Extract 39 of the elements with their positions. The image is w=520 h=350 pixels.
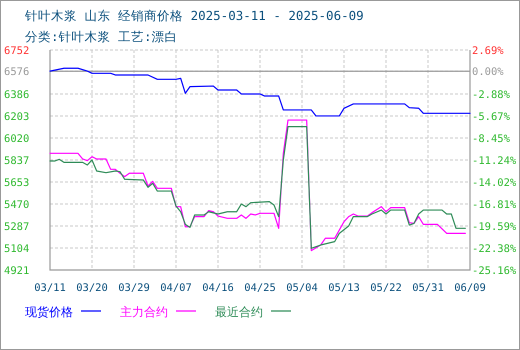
- y2-tick-label: -16.81%: [472, 199, 517, 212]
- y2-tick-label: -5.67%: [472, 111, 511, 124]
- y2-tick-label: 0.00%: [472, 66, 504, 78]
- x-tick-label: 05/13: [328, 282, 360, 294]
- y-tick-label: 5470: [4, 199, 30, 212]
- y-tick-label: 5653: [4, 177, 30, 190]
- y-tick-label: 5837: [4, 154, 30, 167]
- y-tick-label: 6752: [4, 45, 30, 57]
- x-tick-label: 04/16: [202, 282, 234, 294]
- y-tick-label: 6576: [4, 66, 30, 78]
- x-tick-label: 04/07: [160, 282, 192, 294]
- y-tick-label: 5104: [4, 243, 30, 256]
- x-tick-label: 05/31: [412, 282, 444, 294]
- legend-label: 最近合约: [215, 305, 263, 319]
- y-tick-label: 4921: [4, 265, 30, 277]
- x-tick-label: 05/04: [286, 282, 318, 294]
- y2-tick-label: -11.24%: [472, 155, 517, 168]
- line-series: [49, 68, 471, 117]
- y2-tick-label: -25.16%: [472, 265, 517, 277]
- y2-tick-label: -22.38%: [472, 243, 517, 256]
- x-tick-label: 03/29: [118, 282, 150, 294]
- y-tick-label: 6203: [4, 110, 30, 123]
- y2-tick-label: 2.69%: [472, 45, 504, 57]
- y-tick-label: 6386: [4, 88, 30, 101]
- y2-tick-label: -19.59%: [472, 221, 517, 233]
- x-tick-label: 03/20: [76, 282, 108, 294]
- y2-tick-label: -2.88%: [472, 89, 511, 101]
- x-tick-label: 03/11: [34, 282, 66, 294]
- legend-label: 主力合约: [120, 305, 168, 319]
- y2-tick-label: -14.02%: [472, 177, 517, 189]
- y2-tick-label: -8.45%: [472, 133, 511, 145]
- x-tick-label: 06/09: [454, 282, 486, 294]
- chart-subtitle: 分类:针叶木浆 工艺:漂白: [25, 29, 178, 44]
- x-tick-label: 05/22: [370, 282, 402, 294]
- x-tick-label: 04/25: [244, 282, 276, 294]
- y-tick-label: 6020: [4, 132, 30, 145]
- legend-label: 现货价格: [25, 305, 73, 319]
- y-tick-label: 5287: [4, 221, 30, 234]
- chart-title: 针叶木浆 山东 经销商价格 2025-03-11 - 2025-06-09: [24, 8, 364, 23]
